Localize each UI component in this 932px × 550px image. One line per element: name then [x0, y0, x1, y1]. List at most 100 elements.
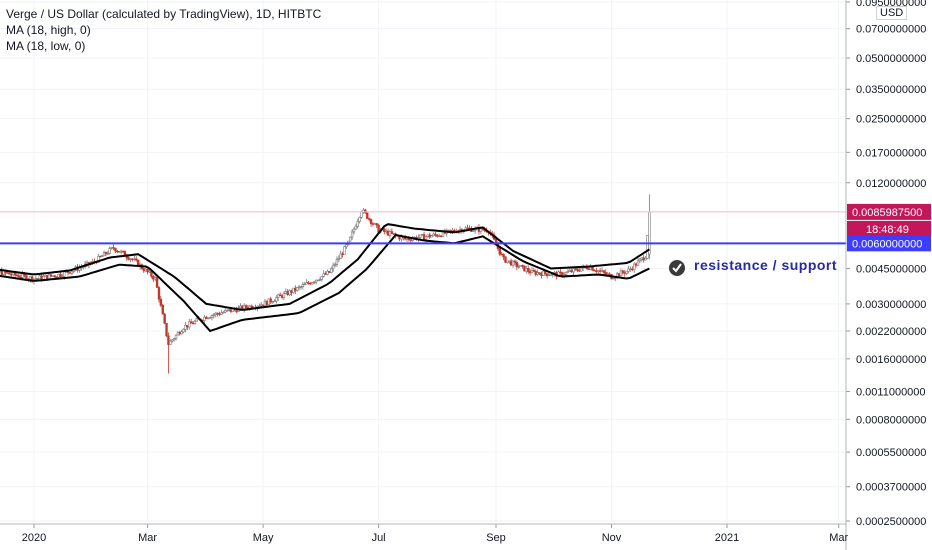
- candle: [180, 329, 183, 335]
- last-price-tag-text: 0.0085987500: [852, 207, 922, 219]
- candle: [326, 269, 329, 276]
- y-tick-label: 0.0003700000: [856, 482, 926, 494]
- candle: [189, 318, 193, 324]
- y-tick-label: 0.0005500000: [856, 447, 926, 459]
- candle: [163, 312, 166, 325]
- candle: [591, 266, 594, 271]
- candle: [135, 256, 138, 262]
- y-tick-label: 0.0170000000: [856, 147, 926, 159]
- candle: [169, 339, 172, 345]
- candle: [345, 243, 348, 250]
- candle: [502, 253, 505, 261]
- candle: [59, 272, 62, 279]
- candle: [339, 250, 342, 259]
- price-labels: 0.0085987500 18:48:49 0.0060000000: [669, 203, 931, 276]
- candle: [70, 271, 74, 276]
- candle: [299, 285, 303, 290]
- y-tick-label: 0.0350000000: [856, 84, 926, 96]
- candle: [114, 247, 117, 253]
- candle: [224, 307, 227, 313]
- candle: [167, 332, 170, 374]
- candle: [320, 275, 324, 282]
- y-tick-label: 0.0030000000: [856, 299, 926, 311]
- candle: [566, 269, 570, 273]
- candle: [526, 265, 530, 275]
- candle: [282, 291, 286, 301]
- candle: [269, 296, 272, 305]
- ma-high-legend: MA (18, high, 0): [6, 23, 91, 37]
- candle: [155, 276, 159, 288]
- candle: [604, 269, 608, 276]
- candle: [498, 248, 501, 257]
- y-tick-label: 0.0500000000: [856, 53, 926, 65]
- candle: [108, 246, 111, 255]
- x-tick-label: Jul: [372, 532, 386, 544]
- candle: [633, 262, 636, 273]
- candle: [265, 300, 269, 306]
- y-tick-label: 0.0045000000: [856, 263, 926, 275]
- candle: [646, 234, 649, 260]
- resistance-price-tag-text: 0.0060000000: [852, 238, 922, 250]
- x-tick-label: 2020: [22, 532, 46, 544]
- candle: [311, 281, 314, 285]
- candle: [313, 281, 316, 285]
- candle: [545, 273, 549, 279]
- resistance-price-tag: 0.0060000000: [847, 235, 931, 252]
- candle: [100, 254, 104, 257]
- annotation-text: resistance / support: [694, 257, 838, 273]
- price-axis[interactable]: 0.0950000000 0.0700000000 0.0500000000 0.03…: [845, 0, 926, 550]
- candle: [182, 328, 185, 334]
- candle: [549, 274, 553, 276]
- candle: [559, 268, 562, 276]
- time-axis[interactable]: 2020 Mar May Jul Sep Nov 2021 Mar: [0, 523, 849, 544]
- candle: [523, 265, 526, 272]
- candle: [644, 256, 647, 261]
- candle: [390, 228, 394, 235]
- candle: [174, 334, 178, 341]
- candle: [572, 267, 575, 276]
- candle: [434, 231, 437, 237]
- y-tick-label: 0.0002500000: [856, 516, 926, 528]
- currency-label[interactable]: USD: [876, 6, 908, 20]
- x-tick-label: May: [253, 532, 274, 544]
- candle: [621, 269, 625, 275]
- candles: [0, 194, 651, 374]
- candle: [165, 322, 168, 338]
- candle: [273, 299, 276, 303]
- last-price-tag: 0.0085987500: [847, 203, 931, 220]
- candle: [277, 293, 280, 301]
- candle: [118, 251, 121, 253]
- candle: [318, 277, 322, 282]
- candle: [625, 270, 628, 276]
- resistance-line[interactable]: [0, 211, 846, 245]
- candle: [350, 229, 354, 240]
- candle: [358, 216, 361, 224]
- candle: [356, 218, 359, 229]
- candle: [513, 259, 517, 266]
- y-tick-label: 0.0250000000: [856, 114, 926, 126]
- x-tick-label: Mar: [829, 532, 848, 544]
- candle: [369, 218, 373, 227]
- candle: [354, 223, 358, 230]
- y-tick-label: 0.0011000000: [856, 387, 926, 399]
- candle: [333, 262, 337, 268]
- candle: [222, 310, 225, 314]
- candle: [430, 234, 433, 238]
- candle: [146, 268, 149, 275]
- candle: [157, 286, 161, 303]
- y-tick-label: 0.0016000000: [856, 354, 926, 366]
- candle: [343, 245, 346, 255]
- candle: [210, 314, 214, 321]
- candle: [328, 270, 331, 273]
- candle: [161, 303, 164, 315]
- countdown-text: 18:48:49: [866, 224, 909, 236]
- grid: [0, 0, 846, 524]
- candle: [322, 270, 325, 278]
- ma-low-legend: MA (18, low, 0): [6, 39, 86, 53]
- candle: [349, 236, 352, 242]
- candle: [580, 268, 583, 272]
- candle: [504, 256, 507, 263]
- candle: [295, 286, 299, 292]
- candle: [220, 309, 223, 315]
